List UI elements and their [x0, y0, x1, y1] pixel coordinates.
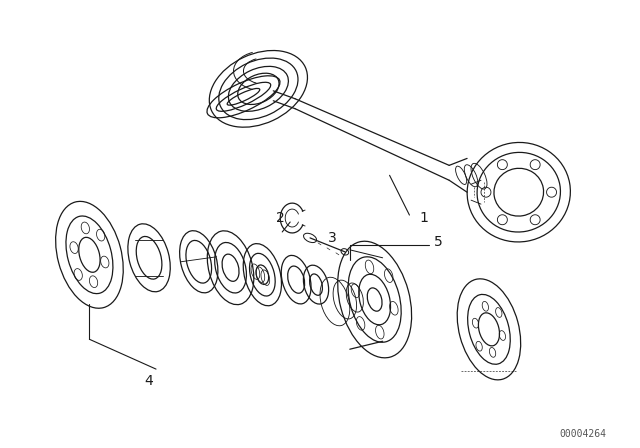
Text: 2: 2	[276, 211, 285, 225]
Text: 00004264: 00004264	[560, 429, 607, 439]
Text: 1: 1	[419, 211, 428, 225]
Text: 3: 3	[328, 231, 337, 245]
Text: 4: 4	[145, 374, 154, 388]
Text: 5: 5	[435, 235, 443, 249]
